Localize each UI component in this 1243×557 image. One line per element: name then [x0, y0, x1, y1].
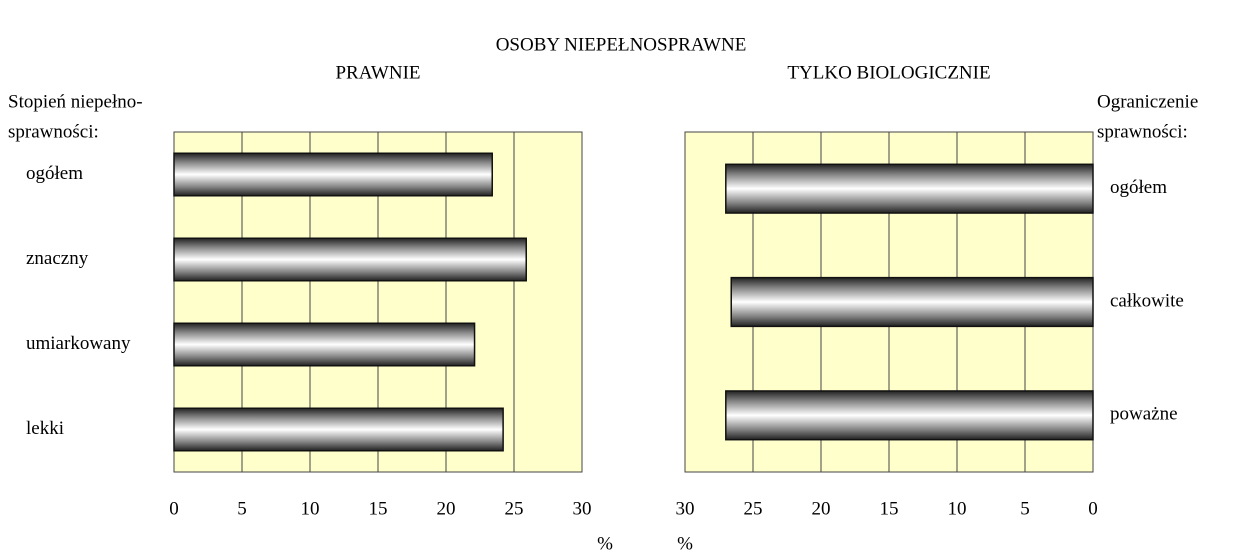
x-tick-label: 10	[301, 498, 320, 519]
x-tick-label: 15	[369, 498, 388, 519]
category-label: ogółem	[1110, 177, 1167, 198]
bar	[173, 407, 504, 452]
category-label: ogółem	[26, 163, 83, 184]
bar	[173, 322, 476, 367]
x-axis-label: %	[677, 533, 693, 554]
category-label: lekki	[26, 418, 64, 439]
x-tick-label: 5	[1020, 498, 1030, 519]
x-axis-label: %	[597, 533, 613, 554]
category-label: poważne	[1110, 404, 1178, 425]
x-tick-label: 15	[880, 498, 899, 519]
axis-title: Stopień niepełno-	[8, 91, 143, 112]
x-tick-label: 0	[1088, 498, 1098, 519]
x-tick-label: 30	[676, 498, 695, 519]
chart-title: TYLKO BIOLOGICZNIE	[787, 62, 990, 83]
main-title: OSOBY NIEPEŁNOSPRAWNE	[496, 34, 747, 55]
x-tick-label: 20	[812, 498, 831, 519]
x-tick-label: 20	[437, 498, 456, 519]
bar	[725, 163, 1094, 214]
x-tick-label: 25	[505, 498, 524, 519]
x-tick-label: 25	[744, 498, 763, 519]
chart-title: PRAWNIE	[335, 62, 420, 83]
category-label: całkowite	[1110, 290, 1184, 311]
category-label: znaczny	[26, 248, 89, 269]
x-tick-label: 0	[169, 498, 179, 519]
axis-title: sprawności:	[1097, 121, 1188, 142]
axis-title: sprawności:	[8, 121, 99, 142]
bar	[725, 390, 1094, 441]
x-tick-label: 10	[948, 498, 967, 519]
x-tick-label: 5	[237, 498, 247, 519]
axis-title: Ograniczenie	[1097, 91, 1198, 112]
x-tick-label: 30	[573, 498, 592, 519]
bar	[730, 276, 1094, 328]
category-label: umiarkowany	[26, 333, 131, 354]
bar	[173, 152, 493, 197]
bar	[173, 237, 527, 282]
